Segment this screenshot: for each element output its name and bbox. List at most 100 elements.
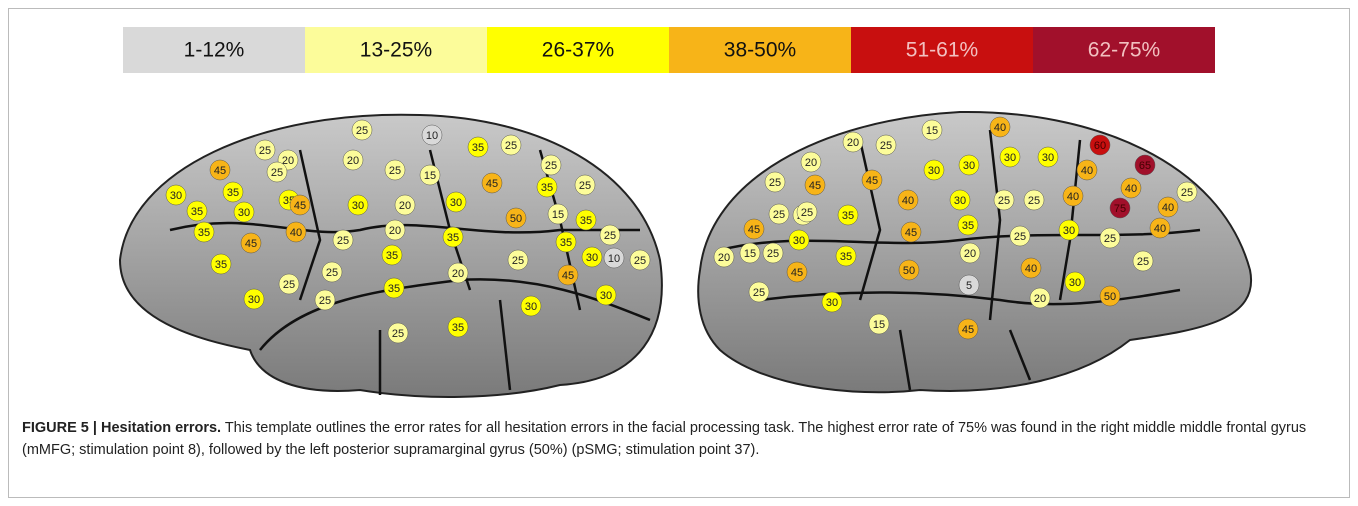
error-rate-label: 30	[352, 200, 364, 212]
error-rate-label: 25	[389, 165, 401, 177]
error-rate-label: 30	[450, 197, 462, 209]
legend-label: 38-50%	[724, 39, 796, 62]
error-rate-label: 50	[510, 213, 522, 225]
error-rate-label: 15	[744, 248, 756, 260]
error-rate-label: 45	[809, 180, 821, 192]
error-rate-label: 25	[392, 328, 404, 340]
error-rate-label: 35	[541, 182, 553, 194]
error-rate-label: 25	[319, 295, 331, 307]
error-rate-label: 35	[840, 251, 852, 263]
error-rate-label: 35	[447, 232, 459, 244]
error-rate-label: 35	[472, 142, 484, 154]
error-rate-label: 25	[634, 255, 646, 267]
error-rate-label: 30	[793, 235, 805, 247]
error-rate-label: 25	[801, 207, 813, 219]
error-rate-label: 25	[579, 180, 591, 192]
error-rate-label: 25	[283, 279, 295, 291]
error-rate-label: 45	[905, 227, 917, 239]
error-rate-label: 30	[600, 290, 612, 302]
error-rate-label: 25	[998, 195, 1010, 207]
error-rate-label: 30	[1063, 225, 1075, 237]
error-rate-label: 25	[337, 235, 349, 247]
error-rate-label: 60	[1094, 140, 1106, 152]
error-rate-label: 25	[753, 287, 765, 299]
error-rate-label: 40	[1081, 165, 1093, 177]
error-rate-label: 25	[1028, 195, 1040, 207]
caption: FIGURE 5 | Hesitation errors. This templ…	[22, 417, 1332, 461]
error-rate-label: 50	[903, 265, 915, 277]
error-rate-label: 25	[1181, 187, 1193, 199]
legend-label: 62-75%	[1088, 39, 1160, 62]
error-rate-label: 30	[525, 301, 537, 313]
error-rate-label: 30	[1069, 277, 1081, 289]
error-rate-label: 45	[791, 267, 803, 279]
error-rate-label: 20	[399, 200, 411, 212]
error-rate-label: 30	[1042, 152, 1054, 164]
error-rate-label: 40	[1125, 183, 1137, 195]
error-rate-label: 30	[963, 160, 975, 172]
error-rate-label: 25	[604, 230, 616, 242]
error-rate-label: 45	[866, 175, 878, 187]
error-rate-label: 35	[215, 259, 227, 271]
error-rate-label: 40	[994, 122, 1006, 134]
error-rate-label: 30	[826, 297, 838, 309]
error-rate-label: 65	[1139, 160, 1151, 172]
error-rate-label: 20	[389, 225, 401, 237]
error-rate-label: 10	[426, 130, 438, 142]
error-rate-label: 75	[1114, 203, 1126, 215]
error-rate-label: 35	[560, 237, 572, 249]
error-rate-label: 20	[1034, 293, 1046, 305]
error-rate-label: 30	[238, 207, 250, 219]
error-rate-label: 30	[170, 190, 182, 202]
error-rate-label: 25	[773, 209, 785, 221]
error-rate-label: 15	[424, 170, 436, 182]
error-rate-label: 40	[1067, 191, 1079, 203]
error-rate-label: 20	[964, 248, 976, 260]
error-rate-label: 25	[1137, 256, 1149, 268]
error-rate-label: 40	[1162, 202, 1174, 214]
error-rate-label: 35	[198, 227, 210, 239]
error-rate-label: 35	[842, 210, 854, 222]
error-rate-label: 40	[290, 227, 302, 239]
error-rate-label: 35	[452, 322, 464, 334]
error-rate-label: 25	[505, 140, 517, 152]
error-rate-label: 35	[962, 220, 974, 232]
error-rate-label: 10	[608, 253, 620, 265]
legend-label: 51-61%	[906, 39, 978, 62]
error-rate-label: 20	[452, 268, 464, 280]
error-rate-label: 35	[191, 206, 203, 218]
legend-label: 26-37%	[542, 39, 614, 62]
error-rate-label: 25	[512, 255, 524, 267]
caption-label: FIGURE 5 | Hesitation errors.	[22, 420, 221, 436]
error-rate-label: 30	[1004, 152, 1016, 164]
error-rate-label: 25	[880, 140, 892, 152]
legend-label: 1-12%	[184, 39, 245, 62]
error-rate-label: 45	[245, 238, 257, 250]
error-rate-label: 25	[545, 160, 557, 172]
error-rate-label: 30	[248, 294, 260, 306]
error-rate-label: 45	[748, 224, 760, 236]
error-rate-label: 45	[214, 165, 226, 177]
error-rate-label: 20	[718, 252, 730, 264]
error-rate-label: 25	[1104, 233, 1116, 245]
error-rate-label: 25	[356, 125, 368, 137]
error-rate-label: 25	[259, 145, 271, 157]
error-rate-label: 35	[580, 215, 592, 227]
error-rate-label: 30	[928, 165, 940, 177]
error-rate-label: 15	[873, 319, 885, 331]
page: 1-12% 13-25% 26-37% 38-50% 51-61% 62-75% 25 25 1…	[0, 0, 1358, 506]
error-rate-label: 40	[1154, 223, 1166, 235]
legend-label: 13-25%	[360, 39, 432, 62]
error-rate-label: 25	[769, 177, 781, 189]
error-rate-label: 15	[926, 125, 938, 137]
error-rate-label: 35	[388, 283, 400, 295]
error-rate-label: 25	[271, 167, 283, 179]
error-rate-label: 20	[805, 157, 817, 169]
error-rate-label: 15	[552, 209, 564, 221]
error-rate-label: 20	[347, 155, 359, 167]
error-rate-label: 5	[966, 280, 972, 292]
error-rate-label: 30	[586, 252, 598, 264]
error-rate-label: 50	[1104, 291, 1116, 303]
error-rate-label: 35	[386, 250, 398, 262]
error-rate-label: 45	[962, 324, 974, 336]
